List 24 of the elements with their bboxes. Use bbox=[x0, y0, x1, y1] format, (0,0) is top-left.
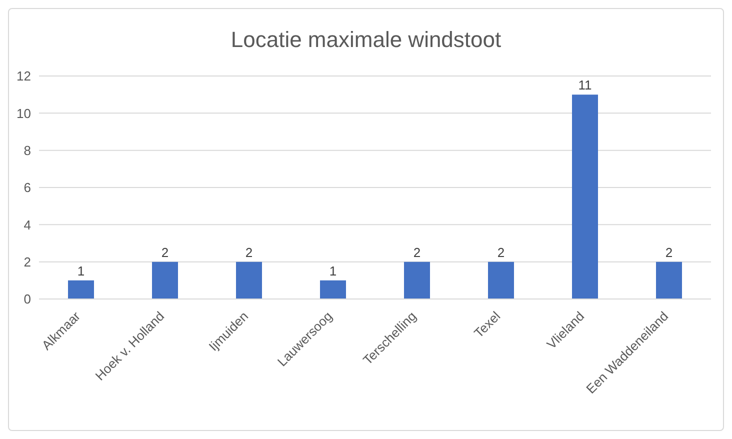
y-tick-label: 12 bbox=[16, 68, 31, 84]
y-tick-label: 10 bbox=[16, 106, 31, 121]
data-label: 1 bbox=[77, 263, 85, 278]
data-label: 2 bbox=[497, 244, 505, 260]
data-label: 2 bbox=[665, 244, 673, 260]
y-tick-label: 6 bbox=[24, 180, 31, 196]
bar bbox=[68, 280, 94, 299]
y-tick-label: 4 bbox=[24, 217, 31, 232]
bar bbox=[152, 262, 178, 299]
chart-title: Locatie maximale windstoot bbox=[230, 27, 502, 53]
data-label: 2 bbox=[161, 244, 169, 260]
bar bbox=[404, 262, 430, 299]
data-label: 1 bbox=[329, 263, 337, 278]
data-label: 2 bbox=[245, 244, 253, 260]
y-tick-label: 2 bbox=[24, 254, 31, 270]
bar bbox=[488, 262, 514, 299]
data-label: 2 bbox=[413, 244, 421, 260]
bar bbox=[572, 94, 598, 299]
y-tick-label: 8 bbox=[24, 142, 31, 158]
bar bbox=[656, 262, 682, 299]
bar bbox=[236, 262, 262, 299]
bar bbox=[320, 280, 346, 299]
data-label: 11 bbox=[578, 78, 592, 93]
y-tick-label: 0 bbox=[24, 292, 31, 307]
